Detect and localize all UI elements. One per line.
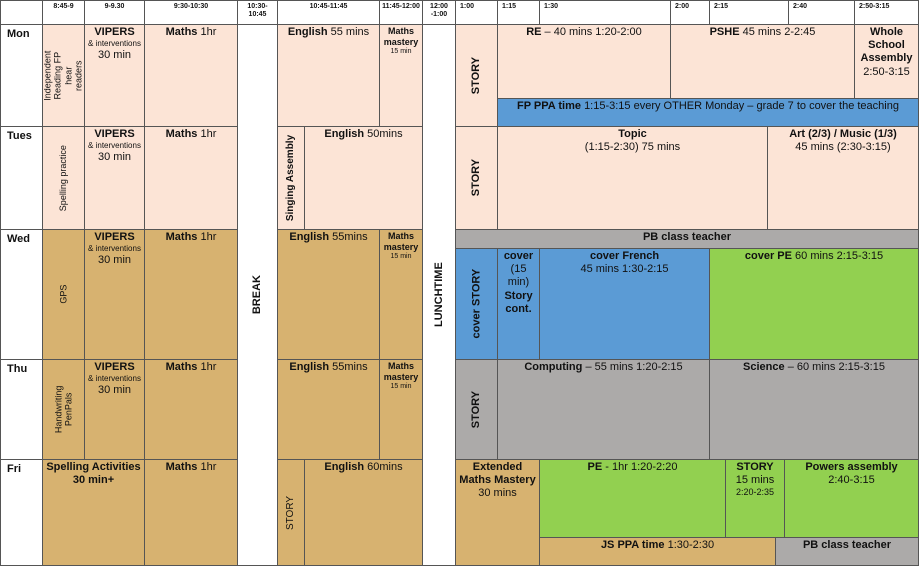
- lesson-english: English 55mins: [277, 229, 380, 360]
- time-header: 2:50-3:15: [854, 0, 919, 25]
- time-header: 11:45-12:00: [379, 0, 423, 25]
- time-header: 1:15: [497, 0, 540, 25]
- time-header: 10:45-11:45: [277, 0, 380, 25]
- lesson-story: STORY: [455, 24, 498, 127]
- lesson-story: STORY 15 mins 2:20-2:35: [725, 459, 785, 538]
- lesson-story: STORY: [455, 126, 498, 230]
- lesson-fp-ppa: FP PPA time 1:15-3:15 every OTHER Monday…: [497, 98, 919, 127]
- time-header: 1:00: [455, 0, 498, 25]
- lesson-maths: Maths 1hr: [144, 459, 238, 566]
- lesson-maths: Maths 1hr: [144, 24, 238, 127]
- lesson-english: English 60mins: [304, 459, 423, 566]
- lesson-maths-mastery: Maths mastery 15 min: [379, 229, 423, 360]
- lesson-topic: Topic (1:15-2:30) 75 mins: [497, 126, 768, 230]
- lesson-maths: Maths 1hr: [144, 229, 238, 360]
- lesson-cover-story: cover STORY: [455, 248, 498, 360]
- lesson-re: RE – 40 mins 1:20-2:00: [497, 24, 671, 99]
- lesson-spelling-activities: Spelling Activities 30 min+: [42, 459, 145, 566]
- corner-cell: [0, 0, 43, 25]
- lesson-pb-class-teacher: PB class teacher: [455, 229, 919, 249]
- lesson-pe: PE - 1hr 1:20-2:20: [539, 459, 726, 538]
- lesson-english: English 55mins: [277, 359, 380, 460]
- day-label: Mon: [0, 24, 43, 127]
- lesson-cover-french: cover French 45 mins 1:30-2:15: [539, 248, 710, 360]
- lesson-maths-mastery: Maths mastery 15 min: [379, 24, 423, 127]
- lesson-js-ppa: JS PPA time 1:30-2:30: [539, 537, 776, 566]
- time-header: 1:30: [539, 0, 671, 25]
- lesson-early: Independent Reading FP hear readers: [42, 24, 85, 127]
- time-header: 12:00 -1:00: [422, 0, 456, 25]
- break-column: BREAK: [237, 24, 278, 566]
- lesson-vipers: VIPERS & interventions 30 min: [84, 359, 145, 460]
- lesson-english: English 50mins: [304, 126, 423, 230]
- lesson-story: STORY: [455, 359, 498, 460]
- lesson-singing-assembly: Singing Assembly: [277, 126, 305, 230]
- lesson-pshe: PSHE 45 mins 2-2:45: [670, 24, 855, 99]
- lesson-science: Science – 60 mins 2:15-3:15: [709, 359, 919, 460]
- time-header: 2:15: [709, 0, 789, 25]
- lesson-extended-maths: Extended Maths Mastery 30 mins: [455, 459, 540, 566]
- lesson-vipers: VIPERS & interventions 30 min: [84, 126, 145, 230]
- lesson-pb-class-teacher: PB class teacher: [775, 537, 919, 566]
- lunch-label: LUNCHTIME: [432, 262, 445, 328]
- lesson-vipers: VIPERS & interventions 30 min: [84, 24, 145, 127]
- lesson-maths: Maths 1hr: [144, 359, 238, 460]
- time-header: 9:30-10:30: [144, 0, 238, 25]
- time-header: 10:30-10:45: [237, 0, 278, 25]
- time-header: 8:45-9: [42, 0, 85, 25]
- time-header: 9-9.30: [84, 0, 145, 25]
- lesson-powers-assembly: Powers assembly 2:40-3:15: [784, 459, 919, 538]
- day-label: Fri: [0, 459, 43, 566]
- lesson-story: STORY: [277, 459, 305, 566]
- lesson-english: English 55 mins: [277, 24, 380, 127]
- day-label: Thu: [0, 359, 43, 460]
- lesson-assembly: Whole School Assembly 2:50-3:15: [854, 24, 919, 99]
- lesson-vipers: VIPERS & interventions 30 min: [84, 229, 145, 360]
- lesson-cover-pe: cover PE 60 mins 2:15-3:15: [709, 248, 919, 360]
- day-label: Tues: [0, 126, 43, 230]
- lesson-maths-mastery: Maths mastery 15 min: [379, 359, 423, 460]
- day-label: Wed: [0, 229, 43, 360]
- time-header: 2:40: [788, 0, 855, 25]
- lunch-column: LUNCHTIME: [422, 24, 456, 566]
- time-header: 2:00: [670, 0, 710, 25]
- lesson-early: Handwriting PenPals: [42, 359, 85, 460]
- lesson-early: GPS: [42, 229, 85, 360]
- lesson-computing: Computing – 55 mins 1:20-2:15: [497, 359, 710, 460]
- lesson-maths: Maths 1hr: [144, 126, 238, 230]
- lesson-early: Spelling practice: [42, 126, 85, 230]
- lesson-cover: cover (15 min) Story cont.: [497, 248, 540, 360]
- lesson-art-music: Art (2/3) / Music (1/3) 45 mins (2:30-3:…: [767, 126, 919, 230]
- break-label: BREAK: [250, 275, 263, 315]
